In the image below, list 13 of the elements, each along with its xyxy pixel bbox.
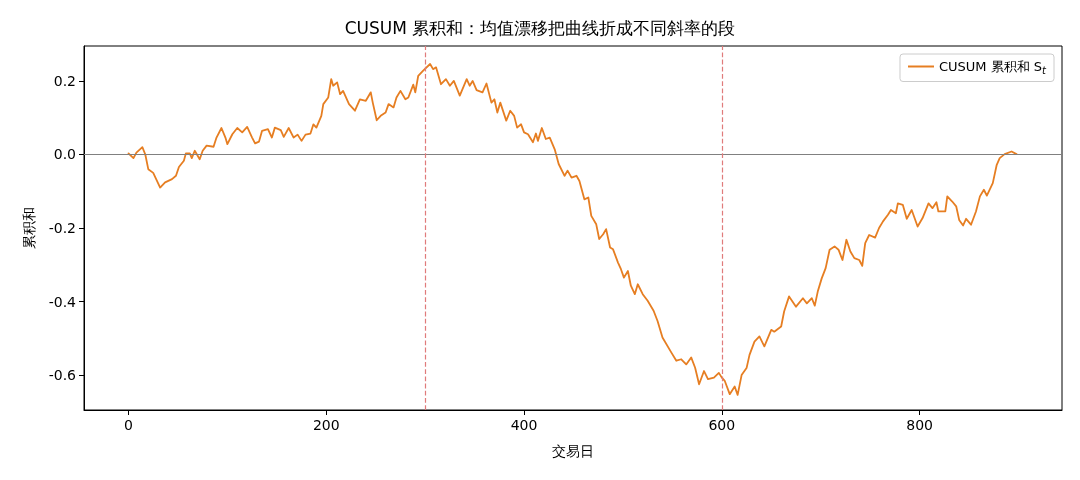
y-tick-label: 0.0	[53, 146, 76, 163]
x-tick-label: 200	[312, 417, 340, 433]
x-tick-label: 0	[124, 417, 133, 433]
y-tick-label: 0.2	[53, 72, 76, 89]
x-tick-label: 400	[510, 417, 538, 433]
y-tick-label: -0.4	[48, 293, 77, 310]
y-tick-label: -0.6	[48, 367, 77, 384]
x-tick-label: 600	[708, 417, 736, 433]
x-tick-label: 800	[906, 417, 933, 433]
x-axis-title: 交易日	[552, 443, 594, 459]
chart-title: CUSUM 累积和：均值漂移把曲线折成不同斜率的段	[344, 17, 736, 38]
y-axis-title: 累积和	[21, 207, 37, 249]
y-tick-label: -0.2	[48, 220, 76, 236]
